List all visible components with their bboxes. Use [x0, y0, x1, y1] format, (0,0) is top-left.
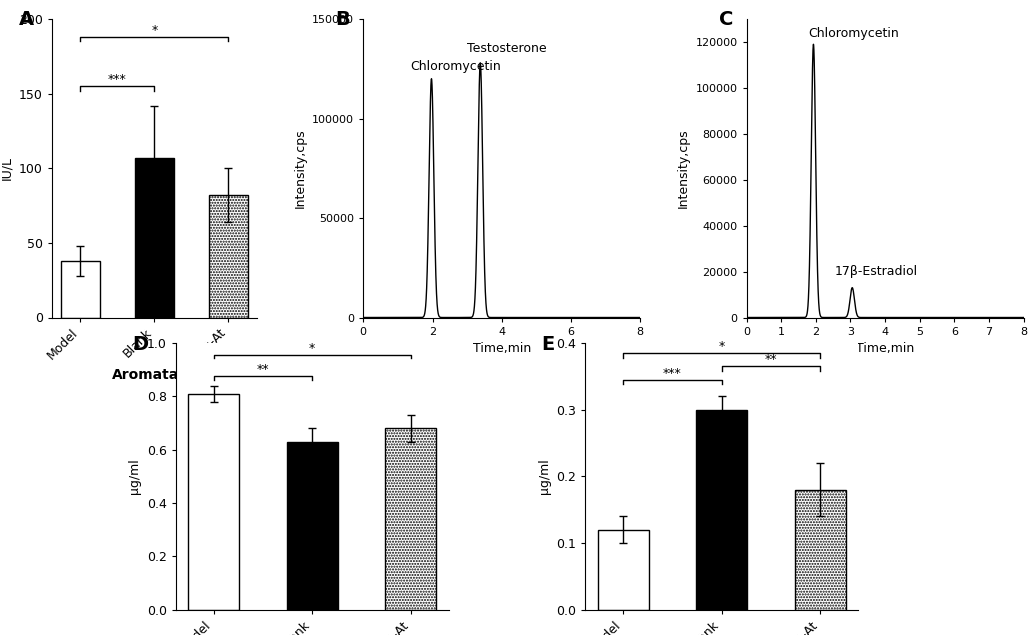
Text: D: D	[132, 335, 148, 354]
Text: Testosterone: Testosterone	[467, 42, 547, 55]
X-axis label: Time,min: Time,min	[856, 342, 914, 355]
Text: ***: ***	[108, 73, 127, 86]
Text: *: *	[719, 340, 725, 353]
Text: E: E	[542, 335, 555, 354]
Bar	[598, 530, 649, 610]
Text: Chloromycetin: Chloromycetin	[410, 60, 500, 73]
Text: C: C	[719, 10, 733, 29]
Text: **: **	[765, 353, 778, 366]
X-axis label: Aromatase: Aromatase	[112, 368, 196, 382]
Text: *: *	[151, 24, 157, 37]
X-axis label: Time,min: Time,min	[473, 342, 530, 355]
Bar	[286, 441, 338, 610]
Bar	[135, 158, 174, 318]
Bar	[385, 428, 436, 610]
Y-axis label: IU/L: IU/L	[0, 156, 13, 180]
Bar	[209, 195, 247, 318]
Bar	[188, 394, 240, 610]
Text: A: A	[19, 10, 34, 29]
Text: B: B	[335, 10, 351, 29]
Bar	[696, 410, 748, 610]
Y-axis label: μg/ml: μg/ml	[538, 458, 551, 494]
Text: 17β-Estradiol: 17β-Estradiol	[834, 265, 918, 279]
Y-axis label: Intensity,cps: Intensity,cps	[677, 128, 690, 208]
Text: Chloromycetin: Chloromycetin	[809, 27, 899, 40]
Y-axis label: μg/ml: μg/ml	[128, 458, 142, 494]
Text: *: *	[309, 342, 315, 355]
Bar	[794, 490, 846, 610]
Text: ***: ***	[663, 366, 681, 380]
Bar	[61, 261, 99, 318]
Y-axis label: Intensity,cps: Intensity,cps	[294, 128, 307, 208]
Text: **: **	[256, 363, 269, 376]
